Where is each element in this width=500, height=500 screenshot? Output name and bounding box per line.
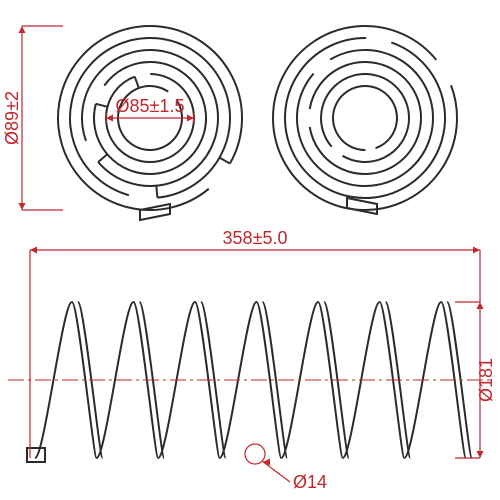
dim-length: 358±5.0: [223, 228, 288, 248]
dim-wire-dia: Ø14: [293, 472, 327, 492]
coil-ring: [273, 26, 457, 210]
coil-ring: [297, 50, 433, 186]
coil-ring: [310, 62, 421, 174]
dim-coil-dia: Ø181: [476, 358, 496, 402]
spring-drawing: Ø85±1.5 Ø89±2 358±5.0 Ø181 Ø14: [0, 0, 500, 500]
dim-inner-dia: Ø85±1.5: [116, 96, 185, 116]
dim-outer-dia: Ø89±2: [2, 91, 22, 145]
coil-ring: [333, 86, 397, 150]
coil-ring: [321, 74, 409, 162]
